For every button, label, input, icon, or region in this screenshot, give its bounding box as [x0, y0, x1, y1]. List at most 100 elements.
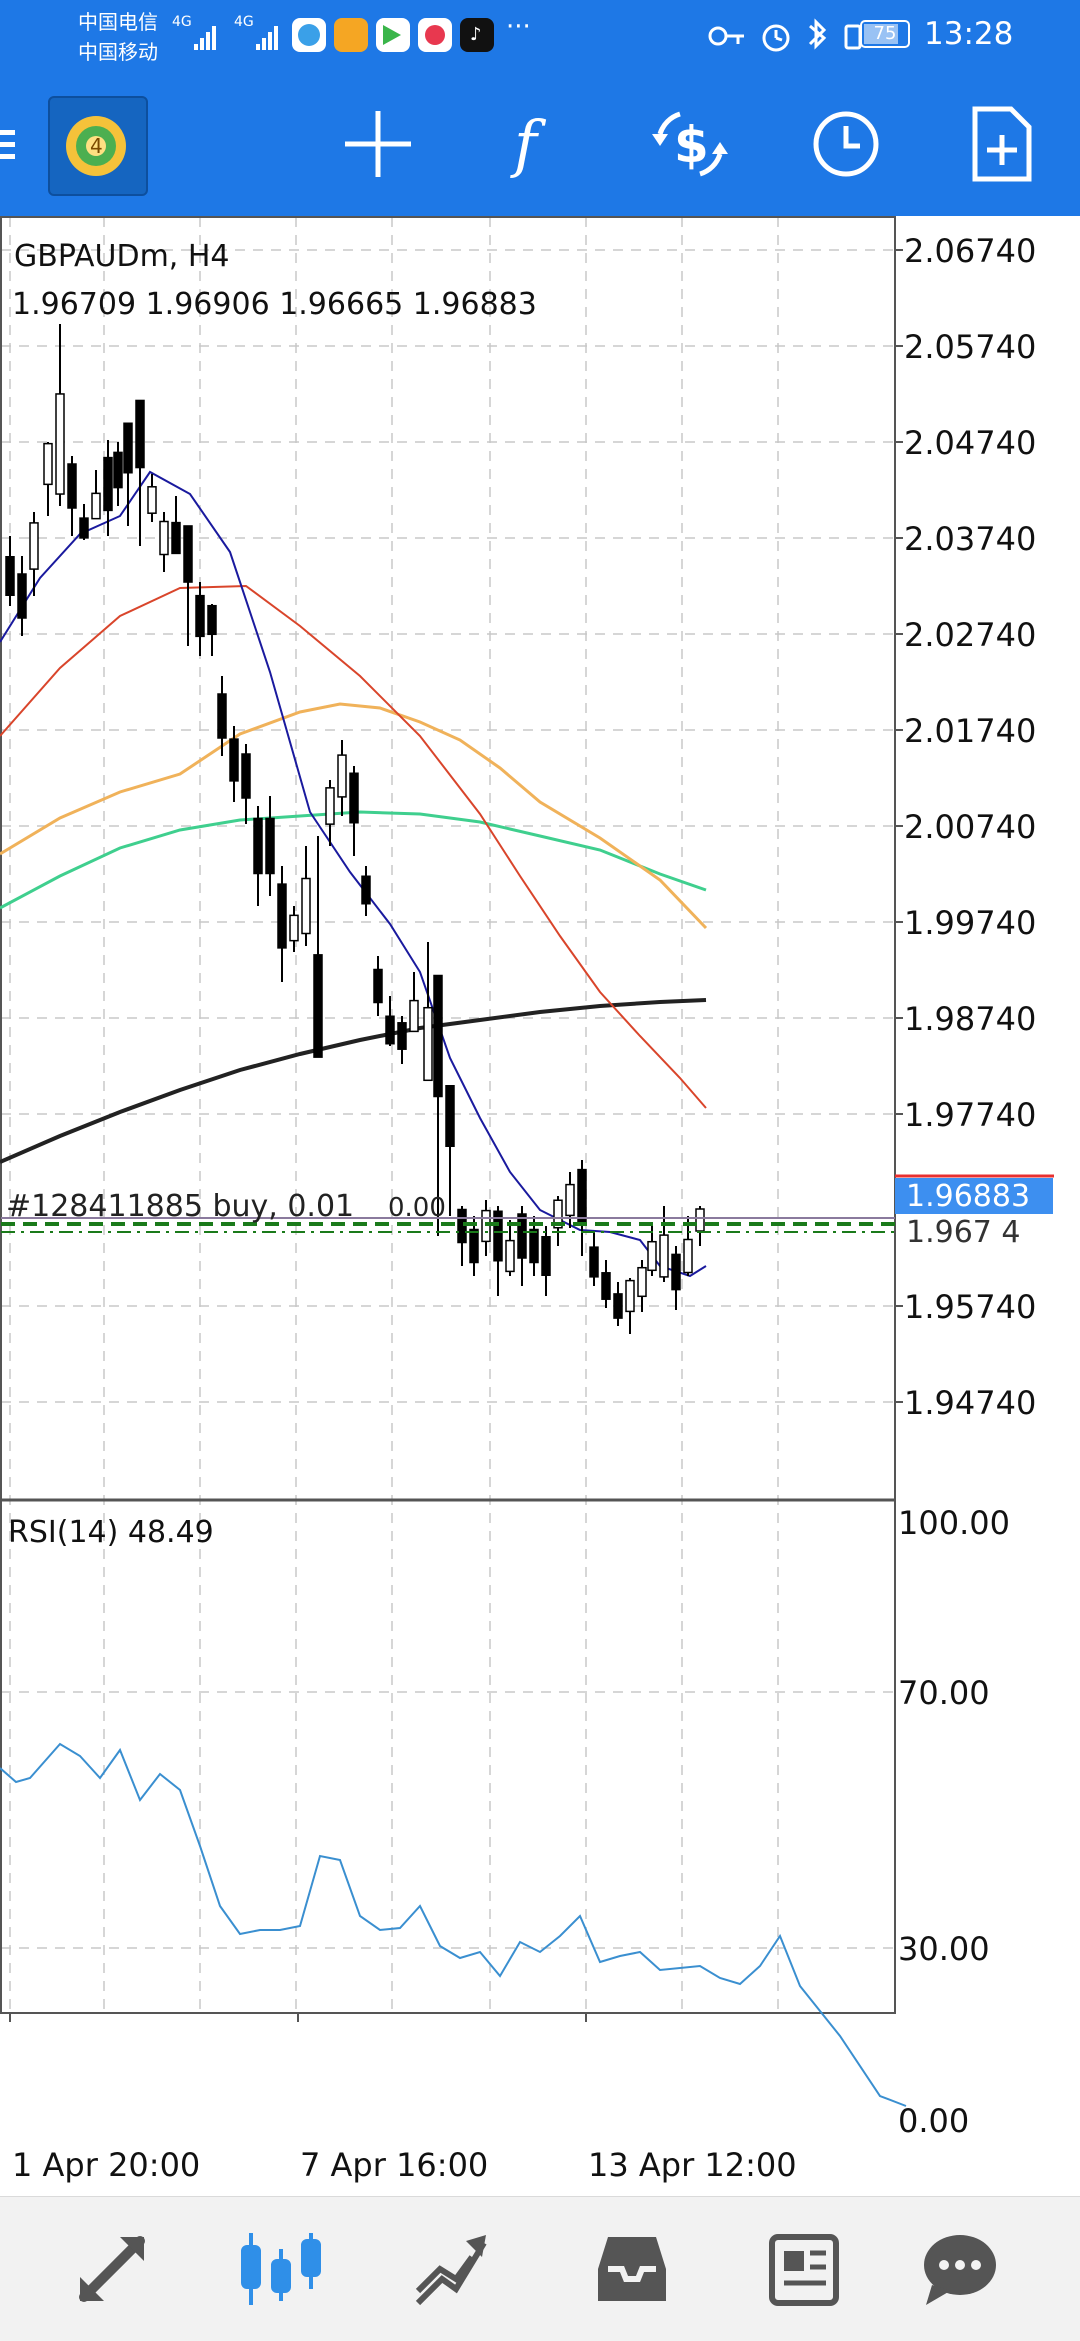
ohlc-label: 1.96709 1.96906 1.96665 1.96883 [12, 287, 537, 322]
candle-body [171, 521, 181, 555]
rsi-axis-label: 30.00 [898, 1930, 990, 1968]
candle-body [565, 1183, 575, 1217]
candle-body [385, 1015, 395, 1045]
nav-news[interactable] [742, 2197, 862, 2341]
candle-body [43, 442, 53, 486]
candle-body [647, 1240, 657, 1272]
candle-body [123, 422, 133, 474]
chart-area[interactable]: #128411885 buy, 0.01 0.00 1.96883 1.967 … [0, 216, 1080, 2196]
candle-body [135, 399, 145, 469]
candle-body [517, 1213, 527, 1259]
rsi-axis-label: 70.00 [898, 1674, 990, 1712]
nav-messages[interactable] [900, 2197, 1020, 2341]
ma-orange-line [0, 702, 708, 930]
price-axis-label: 1.97740 [904, 1096, 1036, 1134]
carrier-2: 中国移动 [78, 40, 158, 64]
candle-body [289, 914, 299, 942]
price-axis-label: 1.99740 [904, 904, 1036, 942]
candle-body [337, 754, 347, 798]
candle-body [671, 1253, 681, 1291]
candle-body [433, 974, 443, 1098]
candle-body [183, 525, 193, 583]
chat-icon [924, 2235, 996, 2305]
hamburger-icon [0, 130, 15, 159]
indicators-button[interactable]: f [474, 72, 594, 216]
trend-icon [415, 2235, 487, 2306]
time-axis-label: 7 Apr 16:00 [300, 2146, 488, 2184]
menu-button[interactable] [0, 72, 30, 216]
timeframe-button[interactable] [786, 72, 906, 216]
candle-body [253, 817, 263, 875]
moving-averages [0, 470, 708, 1278]
time-axis: 1 Apr 20:00 7 Apr 16:00 13 Apr 12:00 [9, 2013, 797, 2184]
candle-body [695, 1208, 705, 1232]
candle-body [683, 1238, 693, 1274]
candlesticks [5, 324, 705, 1334]
candle-body [541, 1236, 551, 1276]
bottom-navigation [0, 2196, 1080, 2341]
status-icons [708, 18, 862, 52]
price-axis-label: 2.01740 [904, 712, 1036, 750]
crosshair-button[interactable] [318, 72, 438, 216]
ma-black-line [0, 998, 707, 1164]
candle-body [67, 463, 77, 509]
crosshair-icon [345, 111, 411, 177]
status-bar: 中国电信 中国移动 4G 4G ♪ ··· 75 13:28 [0, 0, 1080, 72]
nav-quotes[interactable] [52, 2197, 172, 2341]
candle-body [397, 1022, 407, 1050]
candle-body [529, 1228, 539, 1264]
svg-text:4: 4 [90, 134, 103, 158]
price-axis-label: 1.98740 [904, 1000, 1036, 1038]
rsi-label: RSI(14) 48.49 [8, 1515, 214, 1550]
candle-body [469, 1228, 479, 1264]
candle-body [445, 1085, 455, 1147]
candle-body [577, 1168, 587, 1224]
trade-label-extra: 0.00 [388, 1193, 446, 1223]
candle-body [637, 1266, 647, 1298]
price-axis-label: 2.00740 [904, 808, 1036, 846]
candle-body [553, 1199, 563, 1229]
svg-text:$: $ [674, 116, 709, 174]
rsi-axis: 100.00 70.00 30.00 0.00 [898, 1504, 1010, 2140]
candle-body [79, 517, 89, 539]
new-order-button[interactable] [942, 72, 1062, 216]
chart-grid [1, 217, 895, 2013]
candle-body [277, 883, 287, 949]
svg-text:f: f [510, 109, 547, 179]
symbols-button[interactable]: $ [630, 72, 750, 216]
candles-icon [241, 2233, 321, 2305]
price-axis: 2.06740 2.05740 2.04740 2.03740 2.02740 2.017… [895, 232, 1036, 1422]
candle-body [589, 1246, 599, 1278]
app-icon-1 [292, 18, 326, 52]
candle-body [313, 954, 323, 1058]
more-notifications: ··· [506, 12, 531, 42]
candle-body [91, 492, 101, 520]
current-price-text: 1.96883 [906, 1179, 1030, 1214]
symbol-label: GBPAUDm, H4 [14, 239, 230, 274]
candle-body [505, 1239, 515, 1273]
rsi-axis-label: 0.00 [898, 2102, 969, 2140]
price-axis-label: 2.05740 [904, 328, 1036, 366]
price-axis-label: 2.06740 [904, 232, 1036, 270]
nav-chart[interactable] [222, 2197, 342, 2341]
candle-body [613, 1293, 623, 1319]
nav-history[interactable] [572, 2197, 692, 2341]
candle-body [17, 573, 27, 619]
candle-body [325, 787, 335, 825]
candle-body [361, 875, 371, 905]
candle-body [5, 556, 15, 596]
clock: 13:28 [924, 16, 1014, 52]
price-axis-label: 1.94740 [904, 1384, 1036, 1422]
candle-body [29, 522, 39, 570]
time-axis-label: 1 Apr 20:00 [12, 2146, 200, 2184]
nav-trade[interactable] [392, 2197, 512, 2341]
candle-body [207, 604, 217, 636]
metatrader-logo-icon: 4 [66, 116, 126, 176]
candle-body [147, 486, 157, 514]
carrier-1: 中国电信 [78, 10, 158, 34]
price-axis-label: 2.04740 [904, 424, 1036, 462]
app-logo[interactable]: 4 [48, 96, 148, 196]
candle-body [493, 1210, 503, 1262]
app-icon-4 [418, 18, 452, 52]
current-price-tag [895, 1178, 1053, 1214]
